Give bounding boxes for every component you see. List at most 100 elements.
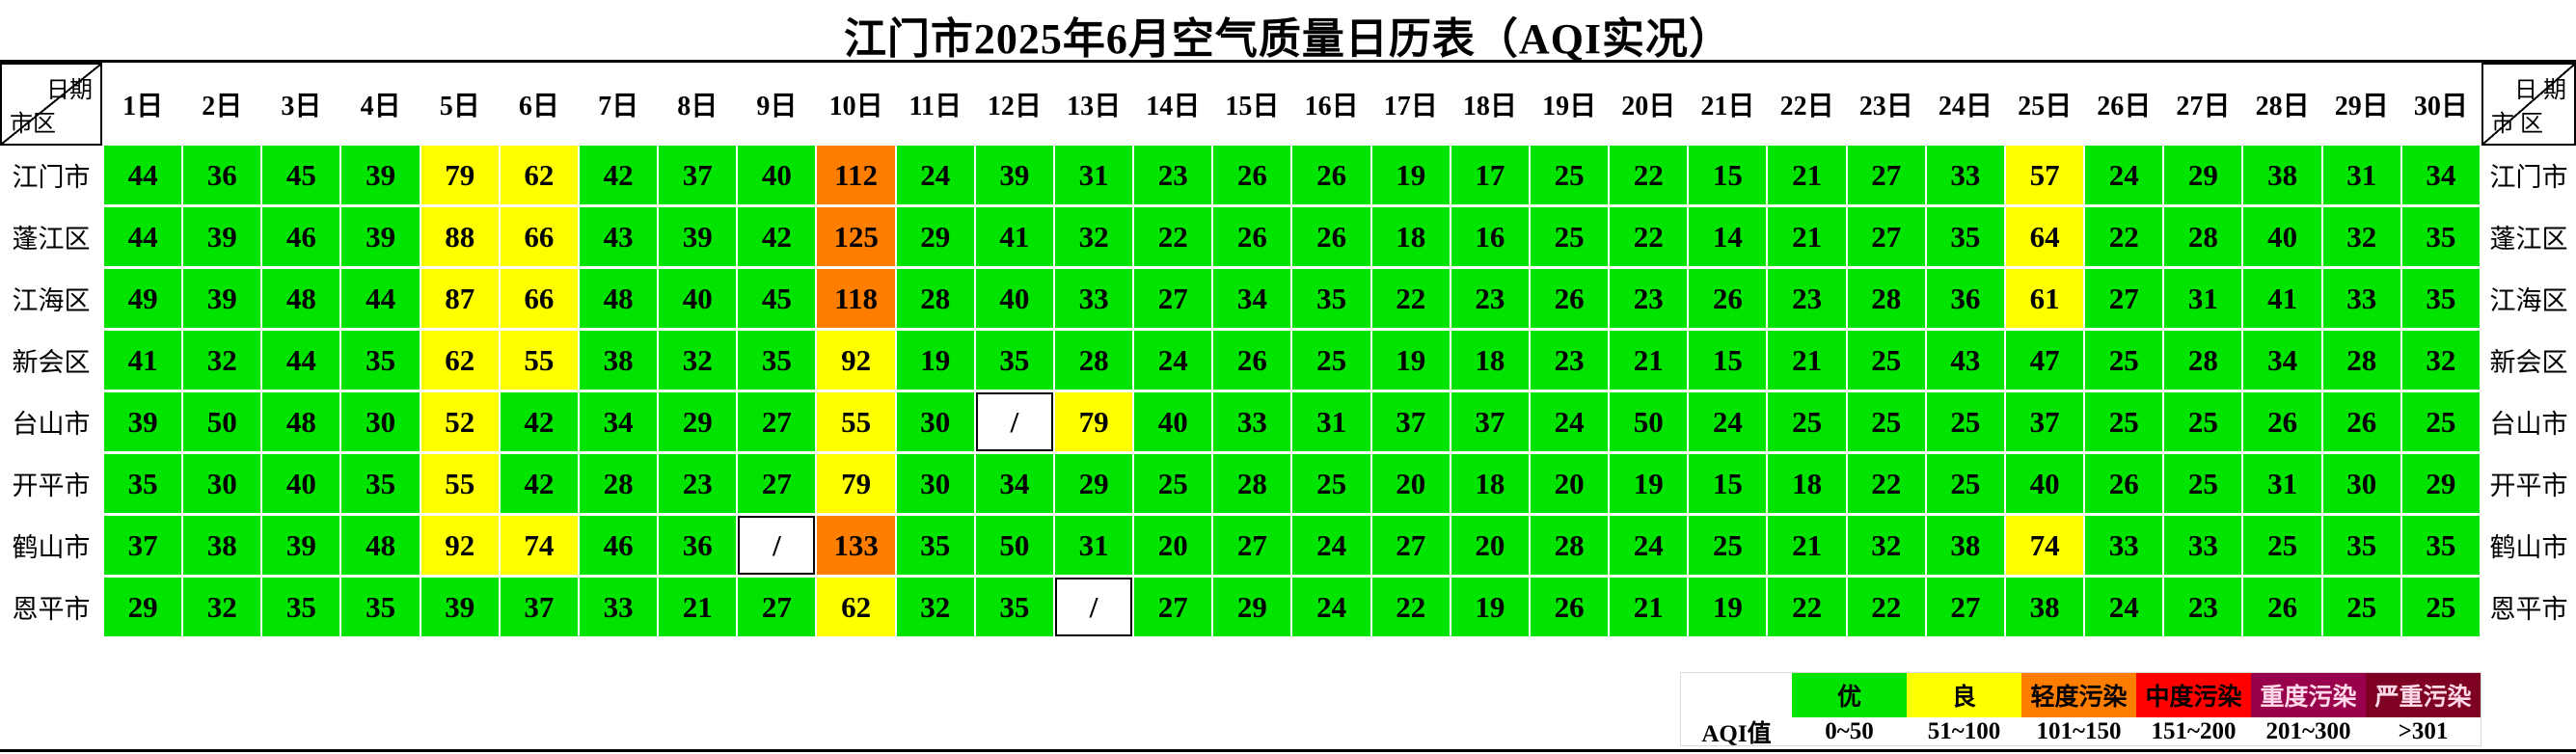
aqi-value-cell: 26	[1213, 331, 1291, 390]
city-label-left: 新会区	[0, 331, 102, 390]
aqi-value-cell: 39	[104, 392, 182, 451]
aqi-value-cell: 25	[1134, 454, 1212, 513]
aqi-value-cell: 29	[104, 578, 182, 636]
aqi-value-cell: 32	[896, 578, 974, 636]
aqi-value-cell: 66	[500, 269, 578, 328]
aqi-value-cell: 33	[1926, 146, 2004, 204]
aqi-value-cell: 31	[2164, 269, 2242, 328]
aqi-value-cell: 22	[1847, 578, 1925, 636]
aqi-value-cell: 38	[2005, 578, 2084, 636]
table-header-row: 日期 市区 1日 2日 3日 4日 5日 6日 7日 8日 9日 10日 11日 12日 13日 14日 1…	[0, 63, 2576, 146]
aqi-value-cell: 24	[896, 146, 974, 204]
city-label-right: 江门市	[2481, 146, 2576, 204]
aqi-value-cell: 25	[1292, 331, 1370, 390]
aqi-value-cell: 28	[1054, 331, 1133, 390]
aqi-value-cell: 25	[1926, 454, 2004, 513]
aqi-value-cell: 27	[1371, 516, 1450, 575]
corner-date-label: 日 期	[2513, 78, 2566, 103]
aqi-value-cell: 32	[1847, 516, 1925, 575]
aqi-value-cell: 38	[183, 516, 261, 575]
aqi-value-cell: 92	[420, 516, 499, 575]
aqi-value-cell: 35	[2401, 269, 2480, 328]
aqi-value-cell: 133	[817, 516, 895, 575]
aqi-value-cell: 26	[2243, 392, 2321, 451]
table-row: 鹤山市 37 38 39 48 92 74 46 36/133 35 50 31 20 27 24 27 20 2…	[0, 516, 2576, 575]
aqi-value-cell: 40	[2005, 454, 2084, 513]
aqi-value-cell: 41	[975, 207, 1053, 266]
aqi-value-cell: 42	[579, 146, 658, 204]
date-header-cell: 2日	[183, 63, 261, 146]
aqi-value-cell: 33	[2164, 516, 2242, 575]
date-header-cell: 16日	[1292, 63, 1370, 146]
aqi-value-cell: 31	[2243, 454, 2321, 513]
aqi-value-cell: 30	[896, 454, 974, 513]
aqi-value-cell: 29	[659, 392, 737, 451]
date-header-cell: 20日	[1610, 63, 1688, 146]
aqi-value-cell: 24	[1689, 392, 1767, 451]
legend-category-cell: 严重污染	[2366, 673, 2481, 717]
date-header-cell: 4日	[341, 63, 420, 146]
aqi-value-cell: 64	[2005, 207, 2084, 266]
aqi-value-cell: 43	[1926, 331, 2004, 390]
date-header-cell: 27日	[2164, 63, 2242, 146]
aqi-value-cell: 15	[1689, 331, 1767, 390]
aqi-value-cell: 40	[738, 146, 816, 204]
aqi-value-cell: 25	[1847, 392, 1925, 451]
aqi-value-cell: 74	[500, 516, 578, 575]
city-label-right: 新会区	[2481, 331, 2576, 390]
aqi-value-cell: 42	[500, 392, 578, 451]
city-label-right: 鹤山市	[2481, 516, 2576, 575]
aqi-value-cell: 20	[1451, 516, 1529, 575]
date-header-cell: 9日	[738, 63, 816, 146]
aqi-value-cell: 25	[2401, 392, 2480, 451]
legend-range-cell: 0~50	[1825, 717, 1874, 744]
aqi-value-cell: 24	[2085, 578, 2163, 636]
aqi-value-cell: 24	[1530, 392, 1609, 451]
aqi-value-cell: 39	[659, 207, 737, 266]
aqi-value-cell: 21	[659, 578, 737, 636]
aqi-value-cell: 21	[1610, 331, 1688, 390]
aqi-value-cell: 37	[104, 516, 182, 575]
legend-range-cell: 101~150	[2036, 717, 2122, 744]
aqi-value-cell: 26	[2243, 578, 2321, 636]
aqi-value-cell: 74	[2005, 516, 2084, 575]
aqi-value-cell: 21	[1768, 146, 1846, 204]
date-header-cell: 8日	[659, 63, 737, 146]
aqi-value-cell: 35	[341, 454, 420, 513]
date-header-cell: 14日	[1134, 63, 1212, 146]
city-label-left: 江门市	[0, 146, 102, 204]
legend-aqi-label: AQI值	[1701, 720, 1772, 747]
date-header-cell: 21日	[1689, 63, 1767, 146]
city-label-left: 蓬江区	[0, 207, 102, 266]
aqi-value-cell: 25	[2322, 578, 2400, 636]
aqi-value-cell: 36	[1926, 269, 2004, 328]
aqi-value-cell: 40	[975, 269, 1053, 328]
aqi-value-cell: 35	[262, 578, 340, 636]
aqi-value-cell: 33	[1054, 269, 1133, 328]
date-header-cell: 23日	[1847, 63, 1925, 146]
aqi-value-cell: 23	[1451, 269, 1529, 328]
date-header-cell: 29日	[2322, 63, 2400, 146]
date-header-cell: 22日	[1768, 63, 1846, 146]
aqi-value-cell: 48	[262, 269, 340, 328]
aqi-value-cell: 44	[262, 331, 340, 390]
aqi-value-cell: 38	[2243, 146, 2321, 204]
aqi-value-cell: 36	[183, 146, 261, 204]
aqi-value-cell: 49	[104, 269, 182, 328]
aqi-value-cell: 34	[2243, 331, 2321, 390]
aqi-value-cell: 31	[1292, 392, 1370, 451]
aqi-value-cell: 27	[1134, 269, 1212, 328]
date-header-cell: 26日	[2085, 63, 2163, 146]
date-header-cell: 24日	[1926, 63, 2004, 146]
aqi-value-cell: 28	[1213, 454, 1291, 513]
date-header-cell: 30日	[2401, 63, 2480, 146]
aqi-value-cell: 29	[2401, 454, 2480, 513]
aqi-value-cell: 25	[1530, 207, 1609, 266]
date-header-cell: 28日	[2243, 63, 2321, 146]
aqi-value-cell: 22	[1610, 146, 1688, 204]
aqi-value-cell: 25	[2243, 516, 2321, 575]
aqi-value-cell: 33	[1213, 392, 1291, 451]
aqi-table: 日期 市区 1日 2日 3日 4日 5日 6日 7日 8日 9日 10日 11日 12日 13日 14日 1…	[0, 60, 2576, 639]
aqi-value-cell: 36	[659, 516, 737, 575]
corner-city-label: 市区	[10, 112, 56, 137]
